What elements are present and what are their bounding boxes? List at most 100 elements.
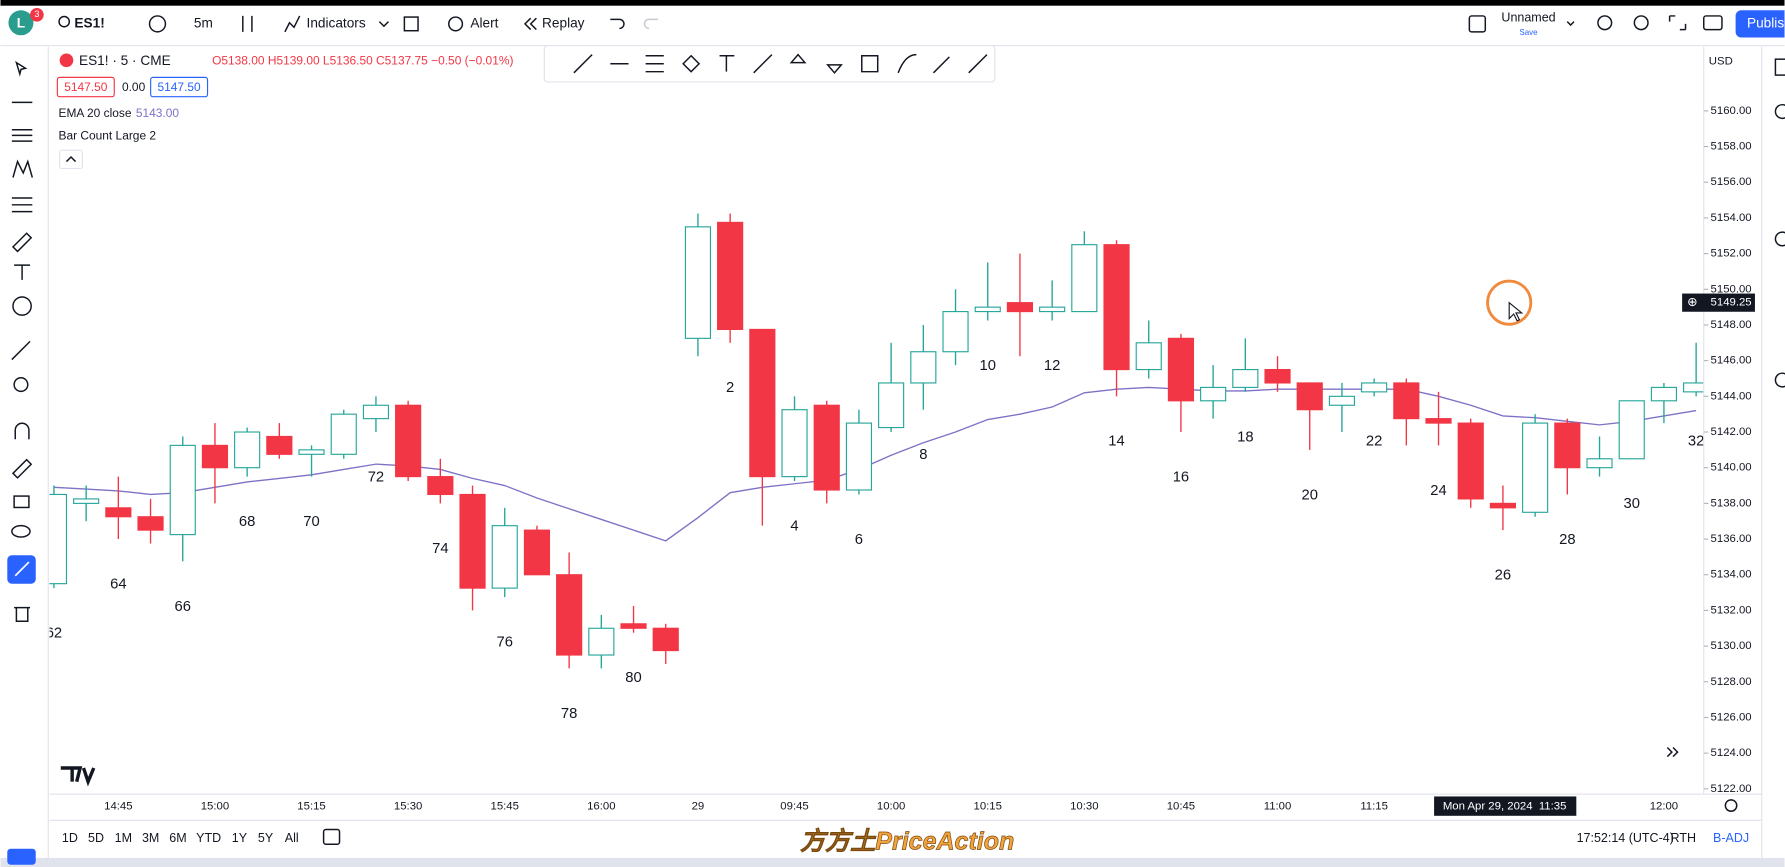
lock-tool[interactable] — [13, 495, 30, 509]
publish-button[interactable] — [1735, 10, 1785, 38]
notifications[interactable] — [1774, 372, 1785, 388]
interval[interactable]: 5m — [194, 16, 213, 31]
fib-tool[interactable] — [11, 128, 33, 142]
session[interactable]: RTH — [1671, 831, 1696, 845]
toolbar-frame — [543, 44, 996, 83]
x-tick-label: 12:00 — [1650, 801, 1678, 813]
ask-box[interactable] — [150, 76, 209, 98]
range-button[interactable]: 5D — [88, 831, 104, 845]
y-tick-label: 5158.00 — [1711, 141, 1752, 153]
range-button[interactable]: All — [285, 831, 299, 845]
cursor-highlight — [1486, 279, 1533, 326]
bar-count-label: 8 — [919, 447, 927, 463]
exchange-logo — [59, 53, 74, 68]
layout-name[interactable]: Unnamed — [1501, 11, 1555, 25]
icon-tool[interactable] — [12, 296, 32, 316]
alerts[interactable] — [1774, 103, 1785, 120]
indicators[interactable]: Indicators — [307, 16, 366, 31]
bottom-strip — [0, 857, 1785, 867]
settings[interactable] — [1633, 15, 1649, 31]
zoom-tool[interactable] — [13, 377, 29, 393]
undo[interactable] — [610, 18, 625, 30]
layouts-icon[interactable] — [403, 16, 419, 32]
crosshair-time-box — [1434, 796, 1577, 816]
drawing-mode[interactable] — [11, 458, 33, 479]
candle-body — [362, 404, 390, 420]
forecast-tool[interactable] — [11, 197, 33, 213]
replay[interactable]: Replay — [542, 16, 585, 31]
bar-count-label: 6 — [855, 532, 863, 548]
y-tick-label: 5154.00 — [1711, 212, 1752, 224]
y-tick-label: 5140.00 — [1711, 462, 1752, 474]
hide-tool[interactable] — [11, 524, 31, 538]
x-tick-label: 09:45 — [780, 801, 808, 813]
magnet-tool[interactable] — [14, 422, 30, 440]
range-button[interactable]: 5Y — [258, 831, 274, 845]
avatar-letter: L — [17, 16, 25, 31]
pattern-tool[interactable] — [12, 159, 34, 178]
bar-count-label: 26 — [1495, 568, 1511, 584]
x-tick-label: 15:45 — [491, 801, 519, 813]
range-button[interactable]: YTD — [196, 831, 221, 845]
replay-icon[interactable] — [523, 17, 537, 31]
bar-count-label: 64 — [110, 576, 126, 592]
x-tick-label: 10:30 — [1070, 801, 1098, 813]
tv-logo[interactable] — [60, 766, 96, 787]
dropdown[interactable] — [1566, 21, 1575, 27]
bid-box[interactable] — [56, 76, 115, 98]
ema-line — [53, 386, 1697, 542]
search-icon[interactable] — [58, 15, 71, 28]
ruler-tool[interactable] — [11, 340, 31, 361]
candle-body — [1135, 342, 1162, 371]
symbol[interactable]: ES1! — [74, 16, 104, 31]
axis-settings[interactable] — [1724, 799, 1738, 812]
collapse-button[interactable] — [59, 149, 83, 169]
scroll-button[interactable] — [1661, 740, 1685, 764]
snapshot[interactable] — [1703, 15, 1723, 31]
range-button[interactable]: 1Y — [232, 831, 248, 845]
currency[interactable]: USD — [1709, 55, 1733, 67]
star-button[interactable] — [7, 848, 36, 865]
quick-search[interactable] — [1597, 15, 1613, 31]
range-button[interactable]: 3M — [142, 831, 159, 845]
redo[interactable] — [643, 18, 659, 30]
candle-body — [491, 525, 518, 589]
crosshair-plus[interactable]: ⊕ — [1687, 295, 1697, 309]
adjustment[interactable]: B-ADJ — [1713, 831, 1749, 845]
avatar[interactable] — [8, 10, 34, 36]
text-tool[interactable] — [14, 264, 31, 280]
chart-type[interactable] — [242, 15, 253, 32]
crosshair-price-box — [1682, 293, 1755, 312]
x-tick-label: 16:00 — [587, 801, 615, 813]
dropdown[interactable] — [378, 21, 389, 28]
indicators-icon[interactable] — [284, 15, 301, 33]
candle-body — [73, 498, 100, 504]
publish[interactable]: Publish — [1747, 16, 1785, 31]
news[interactable] — [1774, 231, 1785, 247]
delete-tool[interactable] — [14, 606, 31, 622]
y-tick-label: 5134.00 — [1711, 569, 1752, 581]
layout-icon[interactable] — [1468, 15, 1487, 33]
candle-body — [1103, 244, 1130, 371]
fullscreen[interactable] — [1668, 15, 1687, 31]
x-tick-label: 10:00 — [877, 801, 905, 813]
watchlist[interactable] — [1774, 58, 1785, 76]
spread: 0.00 — [122, 80, 146, 94]
cursor-tool[interactable] — [15, 60, 28, 77]
drawing-tools[interactable] — [573, 53, 988, 74]
alert-icon[interactable] — [448, 16, 464, 32]
candle-body — [1586, 458, 1613, 469]
bar-count-label: 20 — [1302, 487, 1318, 503]
brush-tool[interactable] — [11, 232, 33, 253]
candle-body — [266, 435, 293, 455]
date-range[interactable] — [322, 828, 341, 845]
save[interactable]: Save — [1519, 28, 1538, 37]
add-symbol[interactable] — [148, 15, 167, 33]
x-tick-label: 15:00 — [201, 801, 229, 813]
range-button[interactable]: 1D — [62, 831, 78, 845]
range-button[interactable]: 6M — [169, 831, 186, 845]
alert[interactable]: Alert — [470, 16, 498, 31]
mouse-cursor — [1508, 301, 1524, 322]
y-tick-label: 5122.00 — [1711, 783, 1752, 795]
range-button[interactable]: 1M — [115, 831, 132, 845]
